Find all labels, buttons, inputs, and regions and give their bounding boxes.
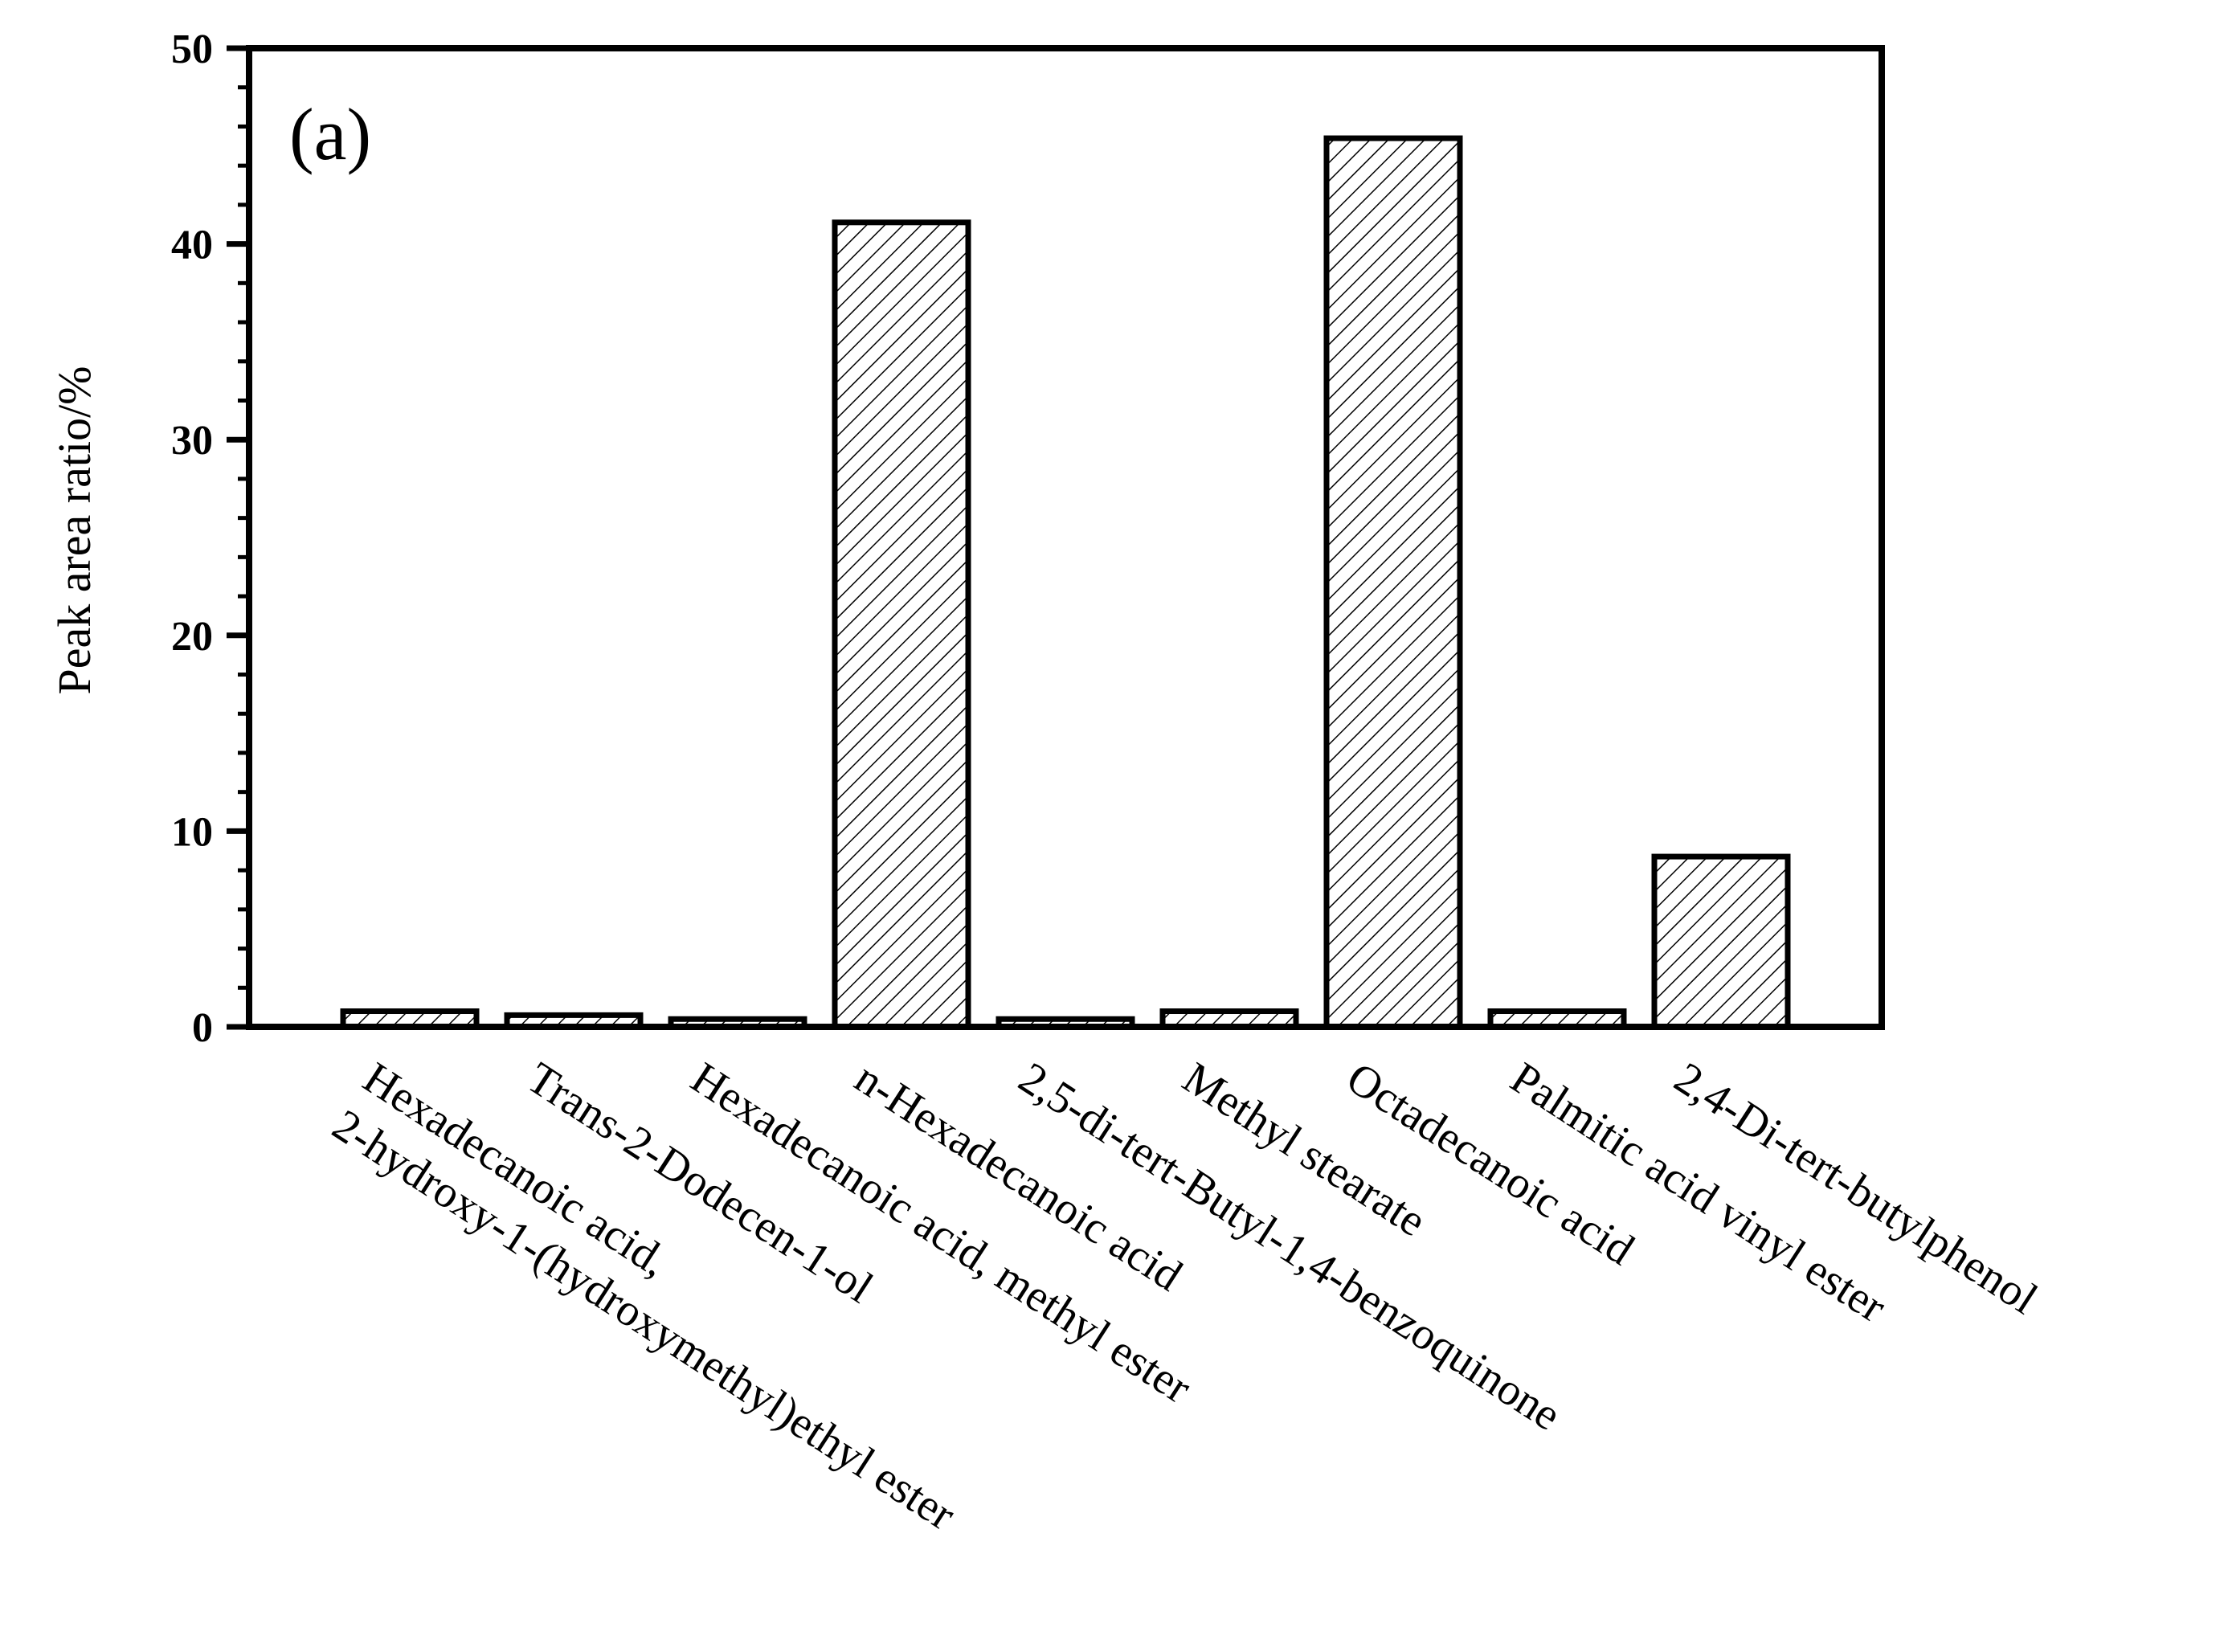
y-tick-label: 20: [171, 614, 213, 660]
y-tick-label: 50: [171, 27, 213, 72]
y-tick-label: 0: [192, 1005, 213, 1051]
panel-label: (a): [289, 93, 371, 175]
x-tick-label-line: Octadecanoic acid: [1338, 1053, 1642, 1274]
x-axis-labels: Hexadecanoic acid,2-hydroxy-1-(hydroxyme…: [324, 1053, 2046, 1540]
y-tick-label: 40: [171, 223, 213, 268]
y-tick-label: 30: [171, 418, 213, 464]
y-tick-label: 10: [171, 809, 213, 855]
bar: [1651, 853, 1791, 1030]
y-axis-ticks: 0 10 20 30 40 50: [171, 27, 249, 1051]
x-tick-label: Octadecanoic acid: [1338, 1053, 1642, 1274]
bar: [1323, 135, 1463, 1030]
bars-group: [340, 135, 1791, 1030]
bar: [832, 219, 971, 1030]
y-axis-title: Peak area ratio/%: [48, 366, 100, 694]
plot-frame: [246, 45, 1885, 1030]
